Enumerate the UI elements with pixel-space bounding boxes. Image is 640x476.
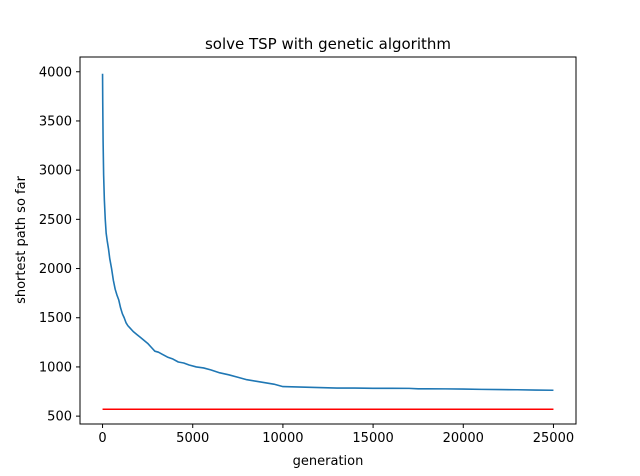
x-tick-label: 20000 [443,431,484,446]
series-line-1 [101,73,554,392]
x-tick-label: 15000 [352,431,393,446]
y-axis: 500 1000 1500 2000 2500 3000 3500 4000 [39,65,80,425]
y-tick-label: 2000 [39,262,72,277]
x-tick-label: 25000 [533,431,574,446]
x-tick-label: 5000 [176,431,209,446]
y-axis-label: shortest path so far [14,175,29,303]
y-tick-label: 3500 [39,114,72,129]
y-tick-label: 1000 [39,360,72,375]
chart-title: solve TSP with genetic algorithm [205,35,451,53]
plot-frame [79,56,577,425]
y-tick-label: 500 [47,410,72,425]
x-axis-label: generation [293,454,364,469]
y-tick-label: 1500 [39,311,72,326]
series-layer [101,73,554,411]
y-tick-label: 4000 [39,65,72,80]
x-axis: 0 5000 10000 15000 20000 25000 [98,424,574,446]
x-tick-label: 10000 [262,431,303,446]
y-tick-label: 3000 [39,164,72,179]
x-tick-label: 0 [98,431,106,446]
y-tick-label: 2500 [39,213,72,228]
